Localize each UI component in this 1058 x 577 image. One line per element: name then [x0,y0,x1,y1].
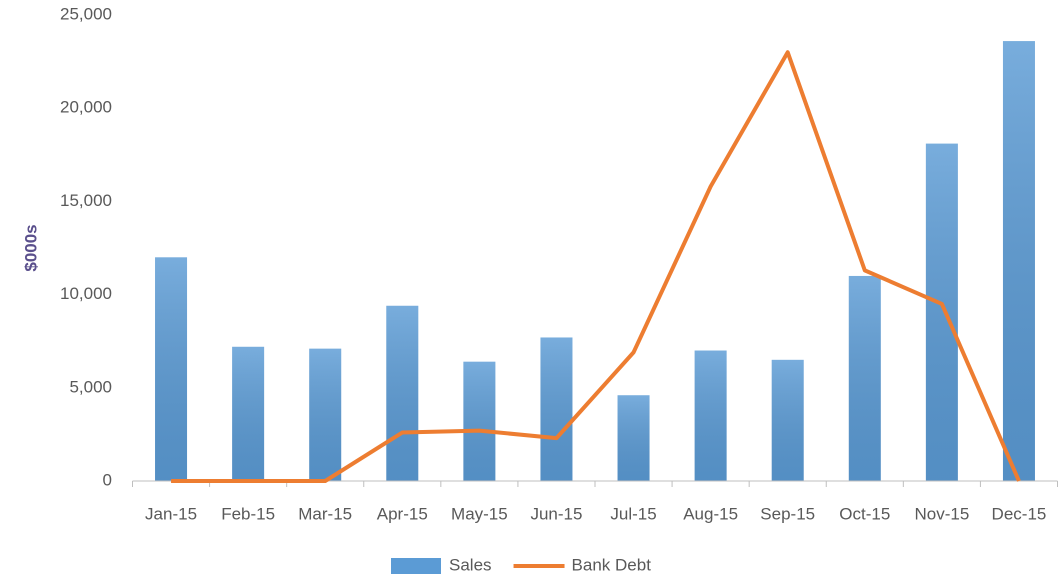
y-tick-label: 25,000 [60,4,112,23]
bar-shade [155,257,188,481]
x-tick-label: Apr-15 [377,504,428,523]
bar-shade [925,143,958,481]
bar-shade [1002,41,1035,481]
x-tick-label: Mar-15 [298,504,352,523]
y-axis-label: $000s [21,224,40,271]
bar-shade [848,275,881,481]
legend-label: Bank Debt [572,555,652,574]
y-tick-label: 5,000 [69,377,112,396]
bar-shade [386,305,419,481]
x-tick-label: Dec-15 [992,504,1047,523]
bar-shade [232,346,265,481]
x-tick-label: Jun-15 [530,504,582,523]
x-tick-label: Jan-15 [145,504,197,523]
x-tick-label: Oct-15 [839,504,890,523]
y-tick-label: 15,000 [60,191,112,210]
x-tick-label: Aug-15 [683,504,738,523]
bar-shade [540,337,573,481]
y-tick-label: 10,000 [60,284,112,303]
bar-shade [617,395,650,481]
x-tick-label: Nov-15 [914,504,969,523]
bar-shade [694,350,727,481]
x-tick-label: May-15 [451,504,508,523]
bar-shade [309,348,342,481]
line [171,50,1021,483]
bar-shade [771,359,804,481]
bar-shade [463,361,496,481]
y-tick-label: 0 [103,470,112,489]
y-tick-label: 20,000 [60,98,112,117]
legend-label: Sales [449,555,492,574]
x-tick-label: Feb-15 [221,504,275,523]
x-tick-label: Jul-15 [610,504,656,523]
x-tick-label: Sep-15 [760,504,815,523]
legend-swatch [391,558,441,574]
